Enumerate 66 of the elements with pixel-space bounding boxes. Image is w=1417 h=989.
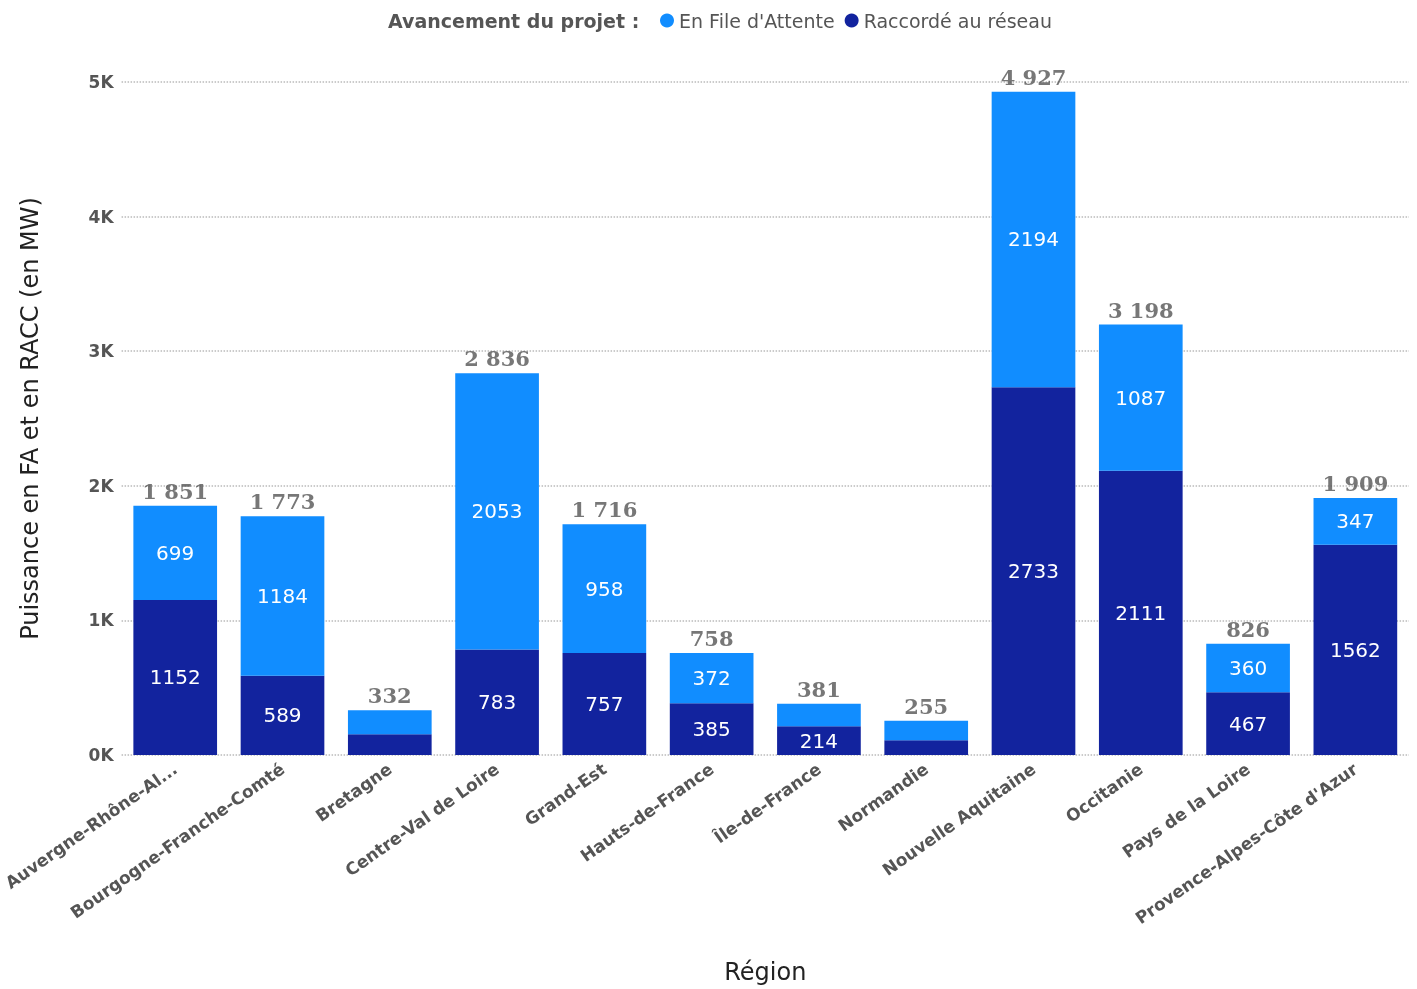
y-tick-label: 1K <box>88 610 115 631</box>
data-label: 1087 <box>1115 385 1167 410</box>
bar <box>1313 544 1398 755</box>
data-label: 2053 <box>471 499 523 524</box>
y-tick-label: 0K <box>88 745 115 765</box>
bar <box>884 720 969 741</box>
bar <box>347 734 432 755</box>
data-label: 783 <box>477 690 517 715</box>
bar <box>1098 324 1183 471</box>
bar <box>1206 643 1290 693</box>
y-tick-label: 5K <box>88 72 115 92</box>
bar <box>1313 498 1398 545</box>
data-label: 1562 <box>1329 637 1381 662</box>
data-label: 589 <box>263 703 302 728</box>
y-axis-title: Puissance en FA et en RACC (en MW) <box>15 197 44 640</box>
total-label: 381 <box>797 676 841 702</box>
bar <box>991 91 1076 388</box>
bar <box>347 710 432 735</box>
data-label: 347 <box>1336 509 1375 534</box>
total-label: 1 773 <box>249 489 316 515</box>
bar <box>1206 692 1290 755</box>
data-label: 958 <box>585 576 624 601</box>
total-label: 2 836 <box>464 346 530 372</box>
total-label: 255 <box>904 693 949 719</box>
legend-label: En File d'Attente <box>679 9 835 32</box>
legend-label: Raccordé au réseau <box>863 9 1052 32</box>
bar <box>133 505 218 600</box>
bar <box>669 653 754 704</box>
data-label: 214 <box>799 728 839 753</box>
total-label: 3 198 <box>1107 297 1174 323</box>
bar <box>240 516 325 676</box>
bar <box>669 703 754 755</box>
bar <box>777 726 861 755</box>
data-label: 1152 <box>149 665 201 690</box>
y-tick-label: 2K <box>88 475 115 496</box>
data-label: 372 <box>692 666 731 691</box>
bar <box>240 675 325 755</box>
total-label: 332 <box>367 683 412 709</box>
data-label: 1184 <box>257 584 308 609</box>
total-label: 1 716 <box>571 497 638 523</box>
total-label: 758 <box>689 626 734 652</box>
bar <box>562 524 647 654</box>
bar <box>455 373 539 650</box>
total-label: 4 927 <box>1000 64 1067 90</box>
data-label: 360 <box>1228 655 1268 680</box>
bar <box>562 653 647 755</box>
data-label: 2194 <box>1008 227 1059 252</box>
data-label: 699 <box>156 540 195 565</box>
y-tick-label: 4K <box>88 206 115 227</box>
bar <box>991 387 1076 755</box>
bar <box>1098 470 1183 755</box>
data-label: 467 <box>1228 711 1268 736</box>
bar <box>777 703 861 727</box>
data-label: 2111 <box>1115 600 1167 625</box>
total-label: 1 909 <box>1322 471 1389 497</box>
legend-title: Avancement du projet : <box>388 9 640 32</box>
x-axis-title: Région <box>724 958 807 986</box>
data-label: 757 <box>585 692 624 717</box>
bar <box>455 649 539 755</box>
bar <box>884 740 969 755</box>
total-label: 826 <box>1226 616 1270 642</box>
bar <box>133 599 218 755</box>
data-label: 385 <box>692 717 731 742</box>
y-tick-label: 3K <box>88 341 115 362</box>
data-label: 2733 <box>1008 559 1059 584</box>
total-label: 1 851 <box>142 478 209 504</box>
